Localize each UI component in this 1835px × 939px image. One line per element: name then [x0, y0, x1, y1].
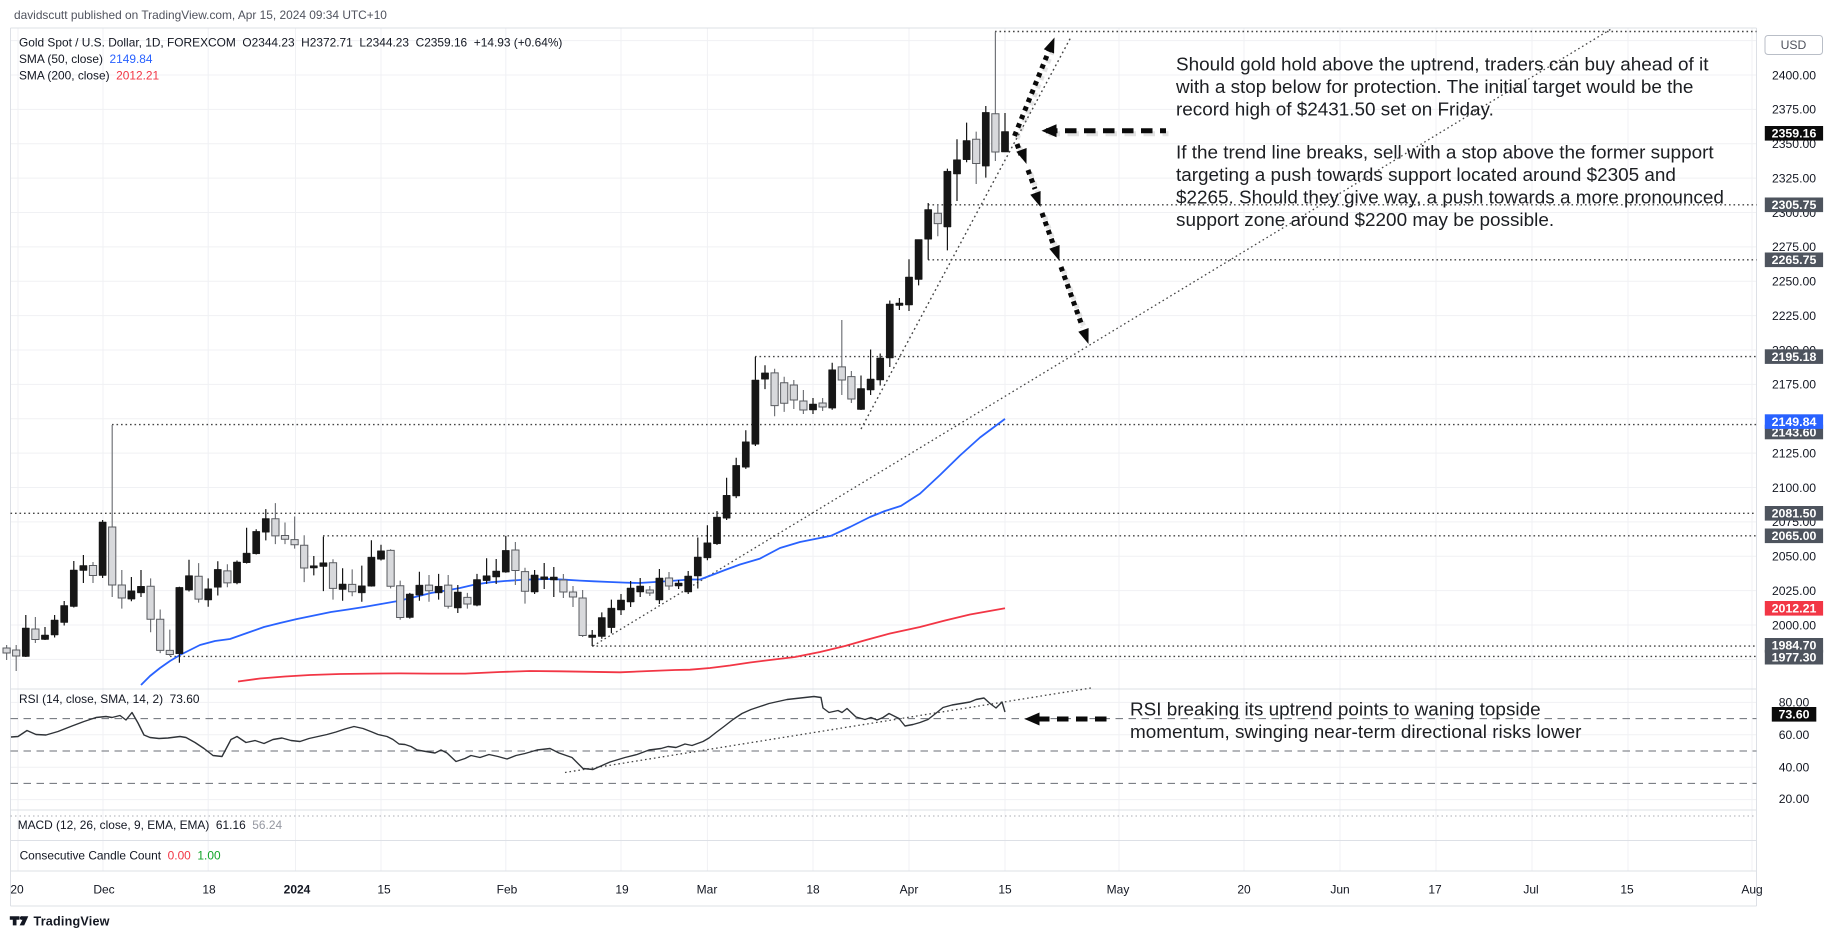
svg-text:2065.00: 2065.00	[1772, 529, 1817, 543]
svg-text:TradingView: TradingView	[34, 914, 110, 928]
svg-text:Jun: Jun	[1330, 883, 1349, 897]
svg-text:60.00: 60.00	[1779, 728, 1810, 742]
svg-text:$2265. Should they give way, a: $2265. Should they give way, a push towa…	[1176, 188, 1724, 209]
svg-text:1977.30: 1977.30	[1772, 651, 1817, 665]
svg-text:2275.00: 2275.00	[1772, 240, 1816, 254]
svg-text:40.00: 40.00	[1779, 761, 1810, 775]
svg-text:2149.84: 2149.84	[1772, 415, 1817, 429]
svg-text:RSI (14, close, SMA, 14, 2) 7: RSI (14, close, SMA, 14, 2) 73.60	[19, 692, 200, 706]
svg-text:Gold Spot / U.S. Dollar, 1D, F: Gold Spot / U.S. Dollar, 1D, FOREXCOM O2…	[19, 36, 562, 50]
svg-text:20: 20	[1237, 883, 1251, 897]
svg-text:15: 15	[1620, 883, 1634, 897]
svg-text:Dec: Dec	[93, 883, 114, 897]
svg-text:2100.00: 2100.00	[1772, 481, 1816, 495]
svg-text:SMA (50, close) 2149.84: SMA (50, close) 2149.84	[19, 52, 153, 66]
svg-text:Should gold hold above the upt: Should gold hold above the uptrend, trad…	[1176, 55, 1709, 76]
svg-text:with a stop below for protecti: with a stop below for protection. The in…	[1175, 77, 1693, 98]
svg-text:2012.21: 2012.21	[1772, 602, 1817, 616]
svg-text:2081.50: 2081.50	[1772, 507, 1817, 521]
svg-text:SMA (200, close) 2012.21: SMA (200, close) 2012.21	[19, 69, 160, 83]
svg-text:15: 15	[998, 883, 1012, 897]
svg-text:2325.00: 2325.00	[1772, 171, 1816, 185]
svg-text:19: 19	[615, 883, 629, 897]
svg-text:2175.00: 2175.00	[1772, 378, 1816, 392]
svg-text:2400.00: 2400.00	[1772, 68, 1816, 82]
svg-text:record high of $2431.50 set on: record high of $2431.50 set on Friday.	[1176, 100, 1494, 121]
svg-text:1984.70: 1984.70	[1772, 639, 1817, 653]
svg-text:Feb: Feb	[497, 883, 518, 897]
svg-text:20.00: 20.00	[1779, 792, 1810, 806]
svg-text:2025.00: 2025.00	[1772, 584, 1816, 598]
svg-text:RSI breaking its uptrend point: RSI breaking its uptrend points to wanin…	[1130, 700, 1541, 721]
svg-text:2000.00: 2000.00	[1772, 618, 1816, 632]
svg-text:May: May	[1107, 883, 1130, 897]
svg-text:davidscutt published on Tradin: davidscutt published on TradingView.com,…	[14, 8, 387, 22]
svg-text:73.60: 73.60	[1778, 708, 1809, 722]
svg-text:80.00: 80.00	[1779, 696, 1810, 710]
svg-text:2225.00: 2225.00	[1772, 309, 1816, 323]
svg-text:Jul: Jul	[1523, 883, 1538, 897]
svg-text:18: 18	[806, 883, 820, 897]
svg-text:Aug: Aug	[1741, 883, 1762, 897]
svg-text:targeting a push towards suppo: targeting a push towards support located…	[1176, 165, 1676, 186]
svg-text:2265.75: 2265.75	[1772, 253, 1817, 267]
svg-text:If the trend line breaks, sell: If the trend line breaks, sell with a st…	[1176, 143, 1714, 164]
svg-text:USD: USD	[1781, 38, 1807, 52]
svg-text:2250.00: 2250.00	[1772, 275, 1816, 289]
svg-text:support zone around $2200 may: support zone around $2200 may be possibl…	[1176, 210, 1554, 231]
svg-text:20: 20	[10, 883, 24, 897]
svg-text:Mar: Mar	[697, 883, 718, 897]
svg-text:Consecutive Candle Count 0.00: Consecutive Candle Count 0.00 1.00	[20, 849, 221, 863]
svg-text:17: 17	[1428, 883, 1442, 897]
svg-text:2125.00: 2125.00	[1772, 446, 1816, 460]
svg-text:2359.16: 2359.16	[1772, 127, 1817, 141]
svg-text:2024: 2024	[284, 883, 311, 897]
svg-text:18: 18	[202, 883, 216, 897]
svg-text:MACD (12, 26, close, 9, EMA, E: MACD (12, 26, close, 9, EMA, EMA) 61.16 …	[18, 818, 283, 832]
svg-text:momentum, swinging near-term d: momentum, swinging near-term directional…	[1130, 722, 1581, 743]
svg-text:2305.75: 2305.75	[1772, 198, 1817, 212]
svg-text:15: 15	[377, 883, 391, 897]
svg-text:Apr: Apr	[900, 883, 919, 897]
svg-text:2195.18: 2195.18	[1772, 350, 1817, 364]
svg-text:2050.00: 2050.00	[1772, 550, 1816, 564]
svg-text:2375.00: 2375.00	[1772, 103, 1816, 117]
